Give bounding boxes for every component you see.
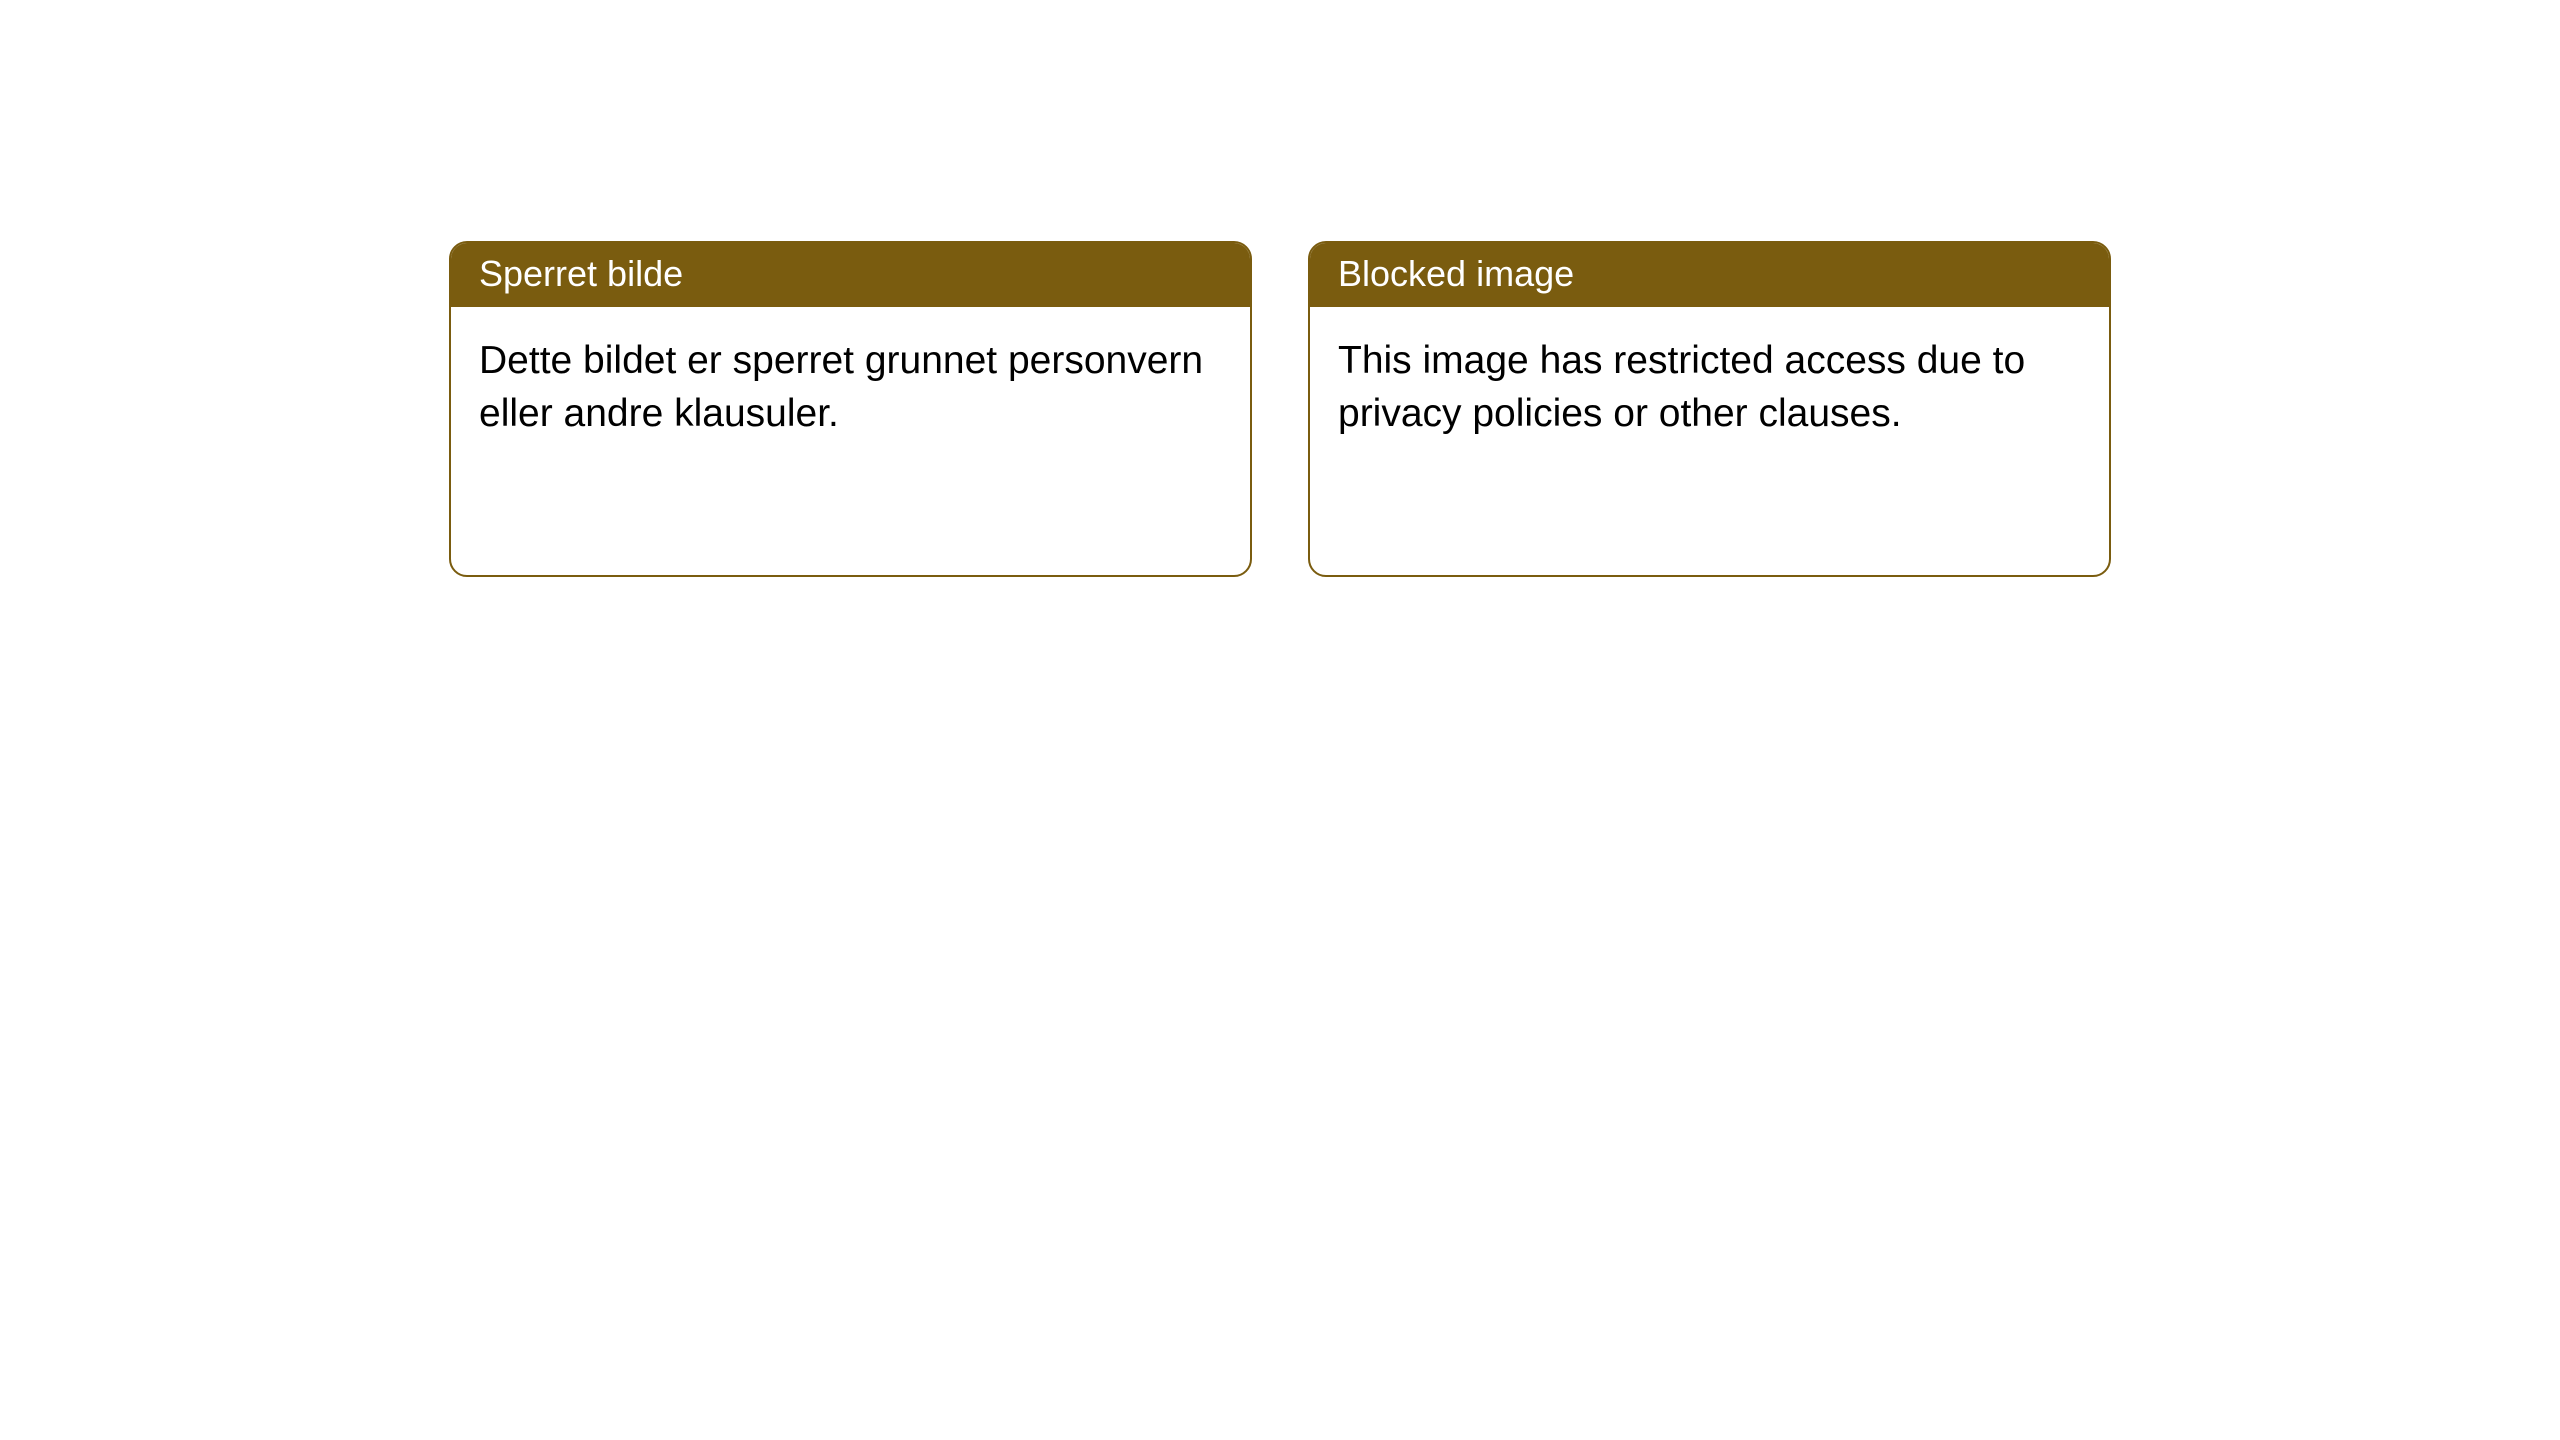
notice-card-english: Blocked image This image has restricted … [1308,241,2111,577]
card-body-text: Dette bildet er sperret grunnet personve… [479,339,1203,435]
notice-container: Sperret bilde Dette bildet er sperret gr… [449,241,2111,577]
notice-card-norwegian: Sperret bilde Dette bildet er sperret gr… [449,241,1252,577]
card-body: This image has restricted access due to … [1310,307,2109,468]
card-header: Blocked image [1310,243,2109,307]
card-body: Dette bildet er sperret grunnet personve… [451,307,1250,468]
card-title: Blocked image [1338,253,1574,294]
card-title: Sperret bilde [479,253,683,294]
card-header: Sperret bilde [451,243,1250,307]
card-body-text: This image has restricted access due to … [1338,339,2025,435]
